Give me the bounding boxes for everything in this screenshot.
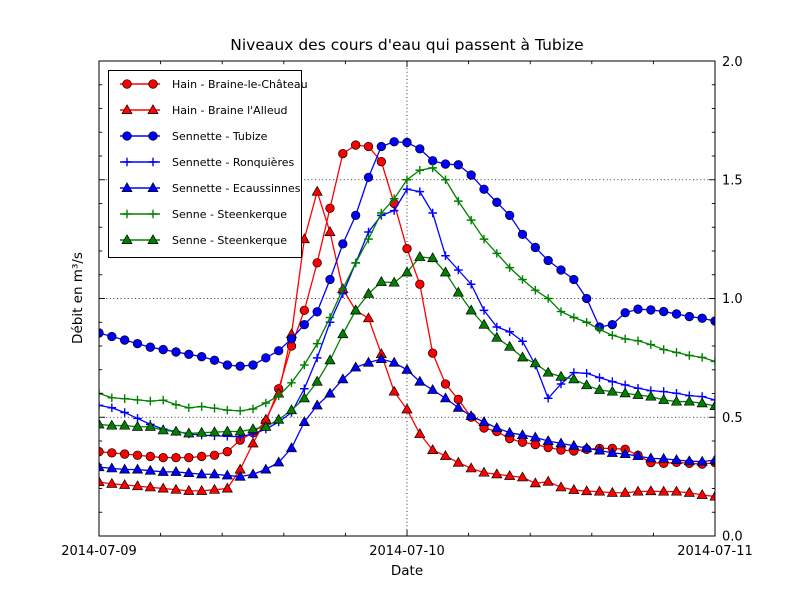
chart-title: Niveaux des cours d'eau qui passent à Tu… — [230, 36, 583, 54]
legend-label: Senne - Steenkerque — [172, 234, 287, 247]
legend-sample-4 — [120, 182, 160, 192]
legend-label: Sennette - Ronquières — [172, 156, 294, 169]
series-4-sennette-ecaussinnes — [99, 353, 715, 481]
series-5-senne-steenkerque — [99, 163, 715, 416]
x-tick-label: 2014-07-11 — [677, 544, 753, 559]
y-tick-label: 0.0 — [722, 530, 743, 545]
y-tick-label: 0.5 — [722, 411, 743, 426]
legend-sample-1 — [120, 104, 160, 114]
legend-sample-3 — [120, 157, 160, 167]
data-series — [99, 137, 715, 501]
y-tick-label: 1.5 — [722, 173, 743, 188]
legend-sample-6 — [120, 234, 160, 244]
legend: Hain - Braine-le-Château Hain - Braine l… — [108, 70, 308, 258]
legend-label: Sennette - Tubize — [172, 130, 268, 143]
legend-label: Sennette - Ecaussinnes — [172, 182, 301, 195]
y-axis-label: Débit en m³/s — [70, 252, 86, 344]
legend-label: Hain - Braine-le-Château — [172, 78, 308, 91]
legend-sample-2 — [120, 131, 160, 141]
series-2-sennette-tubize — [99, 137, 715, 371]
series-6-senne-steenkerque — [99, 251, 715, 438]
x-tick-label: 2014-07-09 — [61, 544, 137, 559]
x-axis-label: Date — [391, 563, 423, 579]
y-tick-label: 2.0 — [722, 55, 743, 70]
x-tick-label: 2014-07-10 — [369, 544, 445, 559]
legend-samples — [120, 79, 160, 244]
plot-frame — [98, 60, 716, 537]
y-tick-label: 1.0 — [722, 292, 743, 307]
legend-box — [108, 70, 302, 258]
legend-sample-0 — [120, 79, 160, 89]
legend-label: Senne - Steenkerque — [172, 208, 287, 221]
legend-sample-5 — [120, 209, 160, 219]
legend-label: Hain - Braine l'Alleud — [172, 104, 288, 117]
